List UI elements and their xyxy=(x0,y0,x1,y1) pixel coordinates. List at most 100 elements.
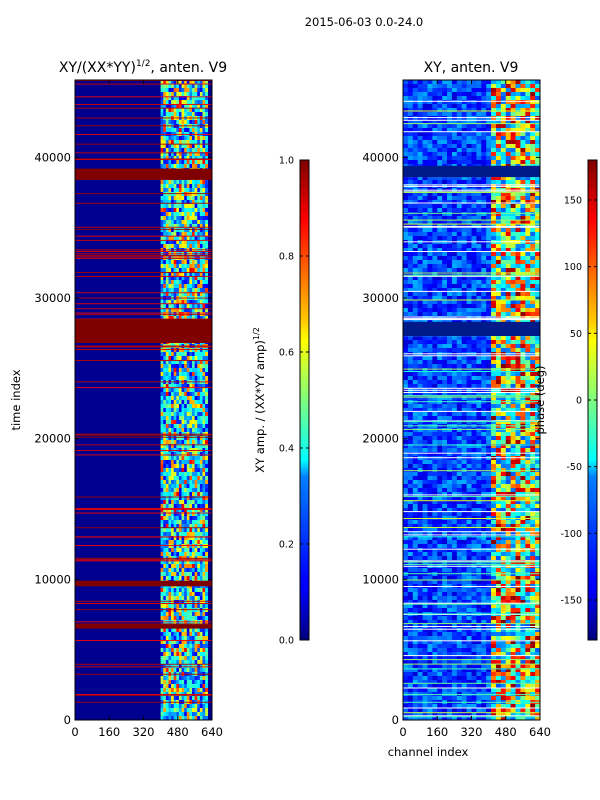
heatmap-cell xyxy=(427,80,433,85)
heatmap-cell xyxy=(189,592,193,597)
heatmap-cell xyxy=(189,120,193,125)
heatmap-cell xyxy=(505,92,511,97)
heatmap-cell xyxy=(189,468,193,473)
heatmap-cell xyxy=(199,100,203,105)
heatmap-cell xyxy=(495,272,502,277)
heatmap-cell xyxy=(442,260,448,265)
heatmap-cell xyxy=(189,208,193,213)
heatmap-cell xyxy=(192,240,195,245)
heatmap-cell xyxy=(451,268,458,273)
heatmap-cell xyxy=(442,272,448,277)
heatmap-cell xyxy=(199,144,203,149)
heatmap-cell xyxy=(442,268,448,273)
heatmap-cell xyxy=(447,104,453,109)
heatmap-cell xyxy=(171,276,175,281)
heatmap-cell xyxy=(520,136,526,141)
heatmap-cell xyxy=(417,252,423,257)
heatmap-cell xyxy=(197,436,201,441)
heatmap-cell xyxy=(466,264,472,269)
heatmap-cell xyxy=(505,96,511,101)
heatmap-cell xyxy=(495,104,502,109)
heatmap-cell xyxy=(530,136,536,141)
heatmap-cell xyxy=(510,152,516,157)
heatmap-cell xyxy=(427,196,433,201)
heatmap-cell xyxy=(163,356,167,361)
heatmap-cell xyxy=(189,688,193,693)
heatmap-cell xyxy=(205,500,209,505)
heatmap-cell xyxy=(176,120,180,125)
flag-line xyxy=(75,193,212,195)
heatmap-cell xyxy=(184,264,188,269)
heatmap-cell xyxy=(202,516,206,521)
heatmap-cell xyxy=(165,400,169,405)
heatmap-cell xyxy=(535,160,540,165)
heatmap-cell xyxy=(461,160,467,165)
heatmap-cell xyxy=(456,180,463,185)
heatmap-cell xyxy=(202,112,206,117)
heatmap-cell xyxy=(165,216,169,221)
heatmap-cell xyxy=(184,260,188,265)
heatmap-cell xyxy=(412,80,418,85)
heatmap-cell xyxy=(173,88,177,93)
heatmap-cell xyxy=(495,100,502,105)
heatmap-cell xyxy=(525,292,531,297)
heatmap-cell xyxy=(163,160,167,165)
heatmap-cell xyxy=(205,576,209,581)
heatmap-cell xyxy=(205,160,209,165)
heatmap-cell xyxy=(486,116,492,121)
heatmap-cell xyxy=(199,552,203,557)
heatmap-cell xyxy=(495,312,502,317)
heatmap-cell xyxy=(466,348,472,353)
heatmap-cell xyxy=(192,564,195,569)
heatmap-cell xyxy=(199,240,203,245)
heatmap-cell xyxy=(178,316,182,321)
heatmap-cell xyxy=(178,204,182,209)
heatmap-cell xyxy=(194,192,198,197)
heatmap-cell xyxy=(197,108,201,113)
heatmap-cell xyxy=(481,104,487,109)
heatmap-cell xyxy=(447,200,453,205)
heatmap-cell xyxy=(178,236,182,241)
heatmap-cell xyxy=(171,524,175,529)
heatmap-cell xyxy=(427,144,433,149)
heatmap-cell xyxy=(510,176,516,181)
heatmap-cell xyxy=(202,292,206,297)
heatmap-cell xyxy=(160,472,164,477)
heatmap-cell xyxy=(171,660,175,665)
heatmap-cell xyxy=(160,392,164,397)
heatmap-cell xyxy=(530,248,536,253)
heatmap-cell xyxy=(205,352,209,357)
heatmap-cell xyxy=(163,92,167,97)
heatmap-cell xyxy=(525,244,531,249)
heatmap-cell xyxy=(181,300,185,305)
heatmap-cell xyxy=(178,280,182,285)
heatmap-cell xyxy=(178,420,182,425)
heatmap-cell xyxy=(186,612,190,617)
colorbar-tick-label: 0.8 xyxy=(279,252,294,263)
heatmap-cell xyxy=(168,112,172,117)
heatmap-cell xyxy=(163,444,167,449)
heatmap-cell xyxy=(403,340,409,345)
heatmap-cell xyxy=(176,304,180,309)
heatmap-cell xyxy=(447,284,453,289)
heatmap-cell xyxy=(471,84,477,89)
heatmap-cell xyxy=(461,212,467,217)
heatmap-cell xyxy=(171,464,175,469)
heatmap-cell xyxy=(525,272,531,277)
heatmap-cell xyxy=(530,312,536,317)
heatmap-cell xyxy=(197,560,201,565)
heatmap-cell xyxy=(199,500,203,505)
heatmap-cell xyxy=(197,564,201,569)
heatmap-cell xyxy=(471,284,477,289)
heatmap-cell xyxy=(192,392,195,397)
heatmap-cell xyxy=(520,100,526,105)
heatmap-cell xyxy=(205,152,209,157)
heatmap-cell xyxy=(461,96,467,101)
heatmap-cell xyxy=(194,488,198,493)
heatmap-cell xyxy=(535,136,540,141)
heatmap-cell xyxy=(171,224,175,229)
heatmap-cell xyxy=(171,508,175,513)
heatmap-cell xyxy=(432,340,438,345)
heatmap-cell xyxy=(173,540,177,545)
